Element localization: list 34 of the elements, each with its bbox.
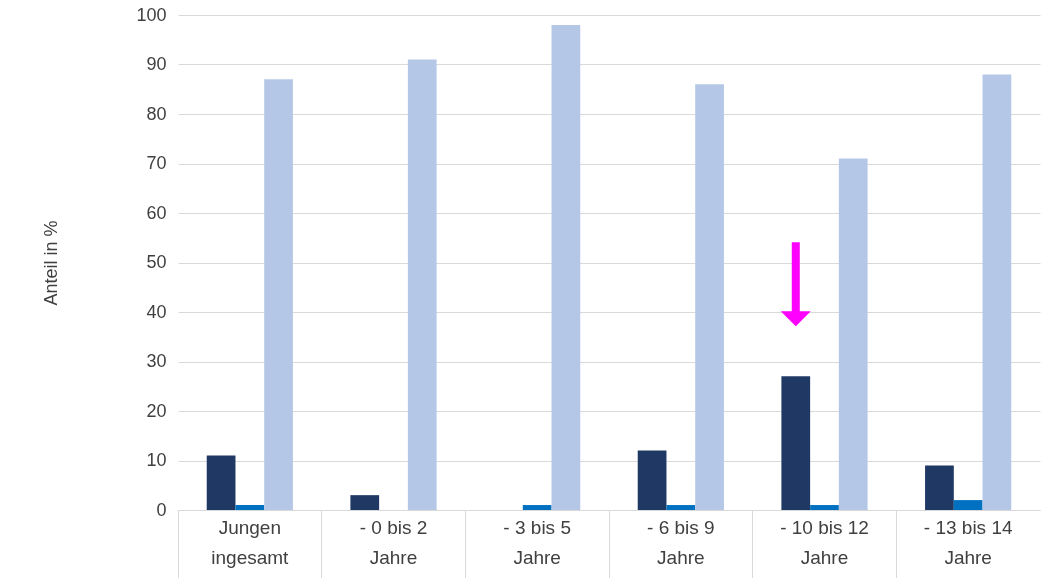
y-tick-label: 100 <box>136 4 167 25</box>
y-tick-label: 20 <box>146 400 167 421</box>
bar <box>637 450 667 510</box>
x-tick-label: Jungen ingesamt <box>211 516 290 568</box>
y-tick-label: 80 <box>146 103 167 124</box>
y-tick-label: 90 <box>146 54 167 74</box>
bar <box>350 495 380 510</box>
x-tick-label: - 3 bis 5 Jahre <box>503 516 571 568</box>
bar <box>407 59 437 510</box>
bar <box>953 500 983 510</box>
y-tick-label: 50 <box>146 252 167 272</box>
bar <box>522 505 552 510</box>
bar <box>925 465 954 510</box>
y-axis-title: Anteil in % <box>41 220 62 306</box>
x-tick-label: - 6 bis 9 Jahre <box>647 516 715 568</box>
bar <box>206 455 236 510</box>
bar <box>838 158 868 510</box>
y-tick-label: 40 <box>146 301 167 322</box>
bar <box>982 74 1012 510</box>
bar <box>235 505 265 510</box>
bar <box>781 376 811 510</box>
x-tick-label: - 13 bis 14 Jahre <box>923 516 1013 568</box>
bar <box>695 84 724 510</box>
y-tick-label: 10 <box>146 450 167 470</box>
y-tick-label: 70 <box>146 153 167 173</box>
x-tick-label: - 0 bis 2 Jahre <box>359 516 428 568</box>
bar <box>666 505 696 510</box>
y-tick-label: 60 <box>146 202 167 223</box>
bar <box>551 24 581 510</box>
y-tick-label: 30 <box>146 351 167 371</box>
bar <box>810 505 839 510</box>
y-tick-label: 0 <box>156 499 167 520</box>
x-tick-label: - 10 bis 12 Jahre <box>780 516 869 568</box>
bar <box>264 79 293 510</box>
